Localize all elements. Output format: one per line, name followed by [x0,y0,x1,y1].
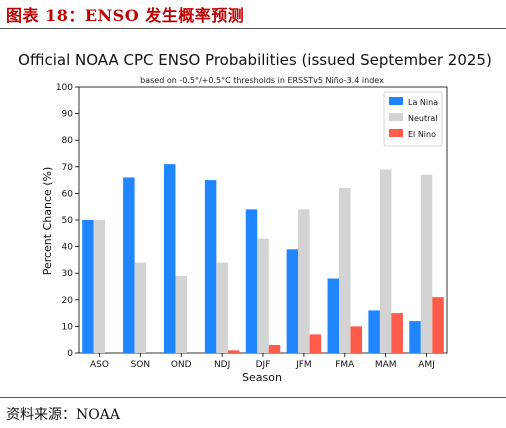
y-tick-label: 0 [67,349,73,359]
bar-neutral [298,209,310,353]
legend-swatch [389,129,403,137]
bar-el-nino [391,313,403,353]
bar-neutral [93,220,106,353]
x-tick-label: JFM [295,360,312,370]
legend-swatch [389,97,403,105]
y-tick-label: 70 [62,163,74,173]
legend: La Nina Neutral El Nino [383,91,443,147]
bar-la-nina [163,164,176,353]
y-tick-label: 90 [62,110,74,120]
bar-la-nina [123,177,135,353]
y-axis-label: Percent Chance (%) [41,167,54,276]
legend-label: La Nina [408,98,438,107]
source-note: 资料来源：NOAA [6,407,120,423]
y-tick-label: 40 [62,243,74,253]
bar-la-nina [368,310,380,353]
bar-la-nina [82,220,94,353]
chart-subtitle: based on -0.5°/+0.5°C thresholds in ERSS… [140,76,384,85]
bar-el-nino [268,345,281,353]
bottom-divider [0,397,506,398]
legend-swatch [389,113,403,121]
x-tick-label: NDJ [214,360,230,370]
bar-el-nino [309,334,322,353]
x-tick-label: SON [131,360,151,370]
x-tick-label: ASO [90,360,109,370]
bar-neutral [175,275,187,353]
x-tick-label: FMA [335,360,355,370]
legend-label: El Nino [408,130,436,139]
bar-la-nina [245,209,258,353]
y-tick-label: 60 [62,189,74,199]
bar-el-nino [350,326,363,353]
bar-neutral [134,262,147,353]
legend-label: Neutral [408,114,438,123]
x-tick-label: OND [171,360,192,370]
y-tick-label: 100 [56,83,73,93]
enso-probability-chart: Official NOAA CPC ENSO Probabilities (is… [18,51,492,384]
y-tick-label: 80 [62,136,74,146]
x-tick-label: AMJ [418,360,435,370]
y-tick-label: 10 [62,322,74,332]
x-axis-label: Season [242,371,282,384]
figure-header-title: 图表 18：ENSO 发生概率预测 [6,6,245,25]
bar-la-nina [327,278,340,353]
bar-neutral [216,262,228,353]
bar-la-nina [409,321,421,353]
x-tick-label: DJF [256,360,271,370]
bar-neutral [257,238,269,353]
bar-neutral [379,169,392,353]
bar-el-nino [227,350,240,353]
bar-la-nina [204,180,217,353]
x-tick-label: MAM [375,360,397,370]
chart-title: Official NOAA CPC ENSO Probabilities (is… [18,51,492,69]
top-divider [0,28,506,29]
y-tick-label: 20 [62,296,74,306]
plot-area: 0 10 20 30 40 50 60 70 80 90 100 ASO SON OND NDJ DJF JFM… [56,83,448,370]
y-tick-label: 50 [62,216,74,226]
bar-neutral [420,174,433,353]
bar-neutral [339,188,351,353]
y-tick-label: 30 [62,269,74,279]
bar-el-nino [432,297,444,353]
bar-la-nina [286,249,299,353]
